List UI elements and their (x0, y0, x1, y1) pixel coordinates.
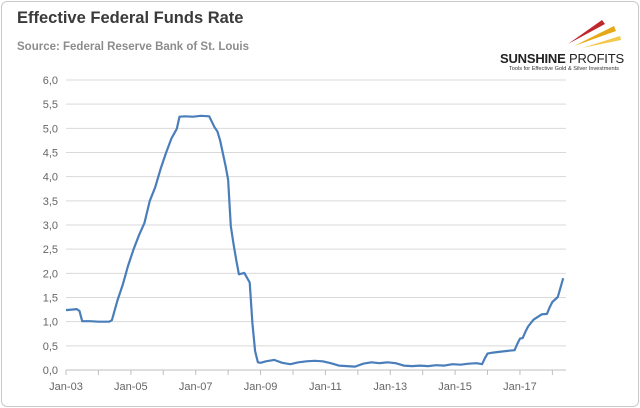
x-tick-label: Jan-17 (503, 381, 537, 393)
series-line (65, 114, 565, 368)
grid-lines (66, 79, 566, 347)
y-tick-label: 3,5 (43, 196, 58, 208)
x-tick-label: Jan-09 (244, 381, 278, 393)
x-axis: Jan-03 Jan-05 Jan-07 Jan-09 Jan-11 Jan-13 Jan-… (49, 369, 566, 393)
logo-name-thin: PROFITS (569, 51, 624, 66)
y-tick-label: 1,0 (43, 317, 58, 329)
logo-name-bold: SUNSHINE (500, 51, 566, 66)
y-axis-ticks: 0,0 0,5 1,0 1,5 2,0 2,5 3,0 3,5 4,0 4,5 5,0 5,5 6,0 (43, 75, 58, 377)
x-tick-label: Jan-03 (49, 381, 83, 393)
logo-swoosh-icon (568, 20, 621, 48)
x-tick-label: Jan-13 (373, 381, 407, 393)
y-tick-label: 5,0 (43, 123, 58, 135)
x-tick-label: Jan-05 (114, 381, 148, 393)
series-layer (65, 114, 565, 368)
y-tick-label: 2,5 (43, 244, 58, 256)
chart-subtitle: Source: Federal Reserve Bank of St. Loui… (17, 41, 249, 53)
y-tick-label: 0,0 (43, 365, 58, 377)
x-tick-label: Jan-07 (179, 381, 213, 393)
sunshine-profits-logo: SUNSHINE PROFITS Tools for Effective Gol… (500, 14, 625, 74)
y-tick-label: 2,0 (43, 268, 58, 280)
y-tick-label: 3,0 (43, 220, 58, 232)
chart-title: Effective Federal Funds Rate (17, 9, 244, 27)
y-tick-label: 0,5 (43, 341, 58, 353)
x-tick-label: Jan-11 (309, 381, 342, 393)
y-tick-label: 6,0 (43, 75, 58, 87)
y-tick-label: 5,5 (43, 99, 58, 111)
y-tick-label: 4,0 (43, 172, 58, 184)
y-tick-label: 1,5 (43, 293, 58, 305)
logo-name: SUNSHINE PROFITS (500, 51, 625, 66)
x-tick-label: Jan-15 (438, 381, 472, 393)
logo-tagline: Tools for Effective Gold & Silver Invest… (509, 66, 619, 72)
y-tick-label: 4,5 (43, 148, 58, 160)
